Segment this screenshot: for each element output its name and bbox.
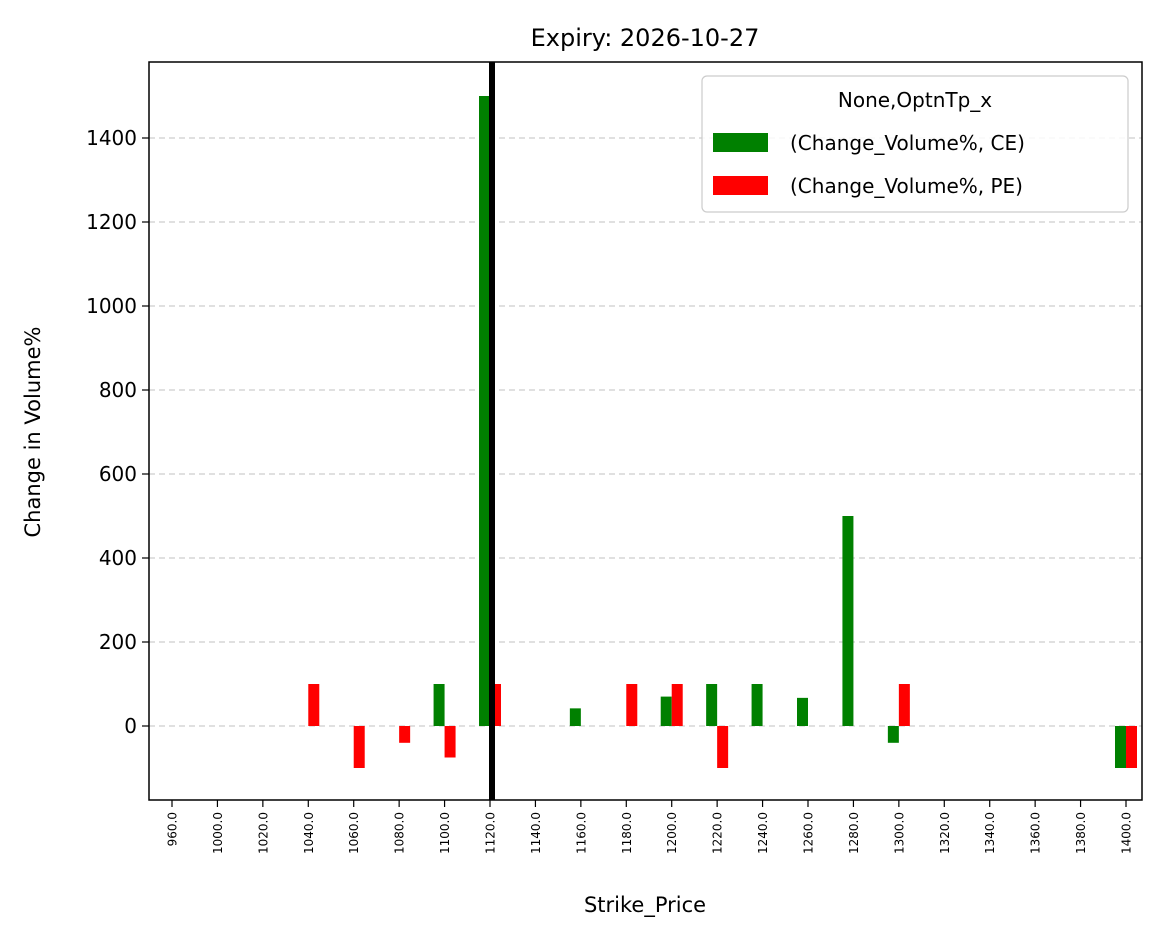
chart-title: Expiry: 2026-10-27: [531, 24, 760, 52]
legend-label-pe: (Change_Volume%, PE): [790, 174, 1023, 198]
y-tick-label: 800: [99, 378, 137, 402]
bar-ce-1400.0: [1115, 726, 1126, 768]
y-axis: 0 200 400 600 800 1000 1200 1400: [86, 126, 149, 738]
legend-label-ce: (Change_Volume%, CE): [790, 131, 1025, 155]
x-tick-label: 1260.0: [802, 812, 816, 854]
x-tick-label: 1320.0: [938, 812, 952, 854]
bar-pe-1080.0: [399, 726, 411, 743]
x-tick-label: 1040.0: [302, 812, 316, 854]
bar-pe-1060.0: [353, 726, 365, 768]
bar-pe-1100.0: [444, 726, 456, 758]
legend: None,OptnTp_x (Change_Volume%, CE) (Chan…: [701, 75, 1129, 213]
x-tick-label: 1240.0: [756, 812, 770, 854]
y-tick-label: 1000: [86, 294, 137, 318]
legend-swatch-pe: [713, 176, 768, 195]
x-tick-label: 1220.0: [711, 812, 725, 854]
bar-ce-1220.0: [706, 684, 718, 726]
y-tick-label: 1200: [86, 210, 137, 234]
x-tick-label: 1340.0: [983, 812, 997, 854]
bar-pe-1200.0: [671, 684, 683, 726]
bar-pe-1180.0: [626, 684, 638, 726]
x-tick-label: 1000.0: [211, 812, 225, 854]
y-tick-label: 400: [99, 546, 137, 570]
y-axis-label: Change in Volume%: [21, 327, 45, 538]
y-tick-label: 200: [99, 630, 137, 654]
x-tick-label: 1380.0: [1074, 812, 1088, 854]
bar-pe-1220.0: [717, 726, 729, 768]
x-tick-label: 1060.0: [347, 812, 361, 854]
x-tick-label: 1300.0: [892, 812, 906, 854]
bar-pe-1300.0: [898, 684, 910, 726]
bars: [308, 96, 1137, 768]
y-tick-label: 600: [99, 462, 137, 486]
bar-pe-1040.0: [308, 684, 320, 726]
legend-title: None,OptnTp_x: [838, 88, 992, 112]
x-tick-label: 1160.0: [574, 812, 588, 854]
bar-ce-1120.0: [479, 96, 490, 726]
x-tick-label: 1100.0: [438, 812, 452, 854]
bar-ce-1300.0: [887, 726, 899, 743]
bar-ce-1280.0: [842, 516, 854, 726]
x-tick-label: 1200.0: [665, 812, 679, 854]
x-tick-label: 1020.0: [256, 812, 270, 854]
bar-pe-1400.0: [1126, 726, 1137, 768]
legend-box: [701, 75, 1129, 213]
bar-pe-1120.0: [490, 684, 501, 726]
bar-ce-1240.0: [751, 684, 763, 726]
y-tick-label: 1400: [86, 126, 137, 150]
x-tick-label: 1140.0: [529, 812, 543, 854]
bar-ce-1200.0: [660, 696, 672, 726]
plot-area-frame: [148, 61, 1143, 801]
x-tick-label: 1400.0: [1120, 812, 1134, 854]
bar-ce-1100.0: [433, 684, 445, 726]
x-axis: 960.0 1000.0 1020.0 1040.0 1060.0 1080.0 1100.…: [166, 800, 1134, 854]
x-tick-label: 1180.0: [620, 812, 634, 854]
bar-ce-1260.0: [797, 697, 808, 726]
x-tick-label: 1360.0: [1029, 812, 1043, 854]
x-tick-label: 1080.0: [393, 812, 407, 854]
bar-ce-1160.0: [569, 708, 581, 726]
x-axis-label: Strike_Price: [584, 893, 706, 918]
x-tick-label: 1120.0: [484, 812, 498, 854]
x-tick-label: 960.0: [166, 812, 180, 846]
legend-swatch-ce: [713, 133, 768, 152]
x-tick-label: 1280.0: [847, 812, 861, 854]
y-tick-label: 0: [124, 714, 137, 738]
